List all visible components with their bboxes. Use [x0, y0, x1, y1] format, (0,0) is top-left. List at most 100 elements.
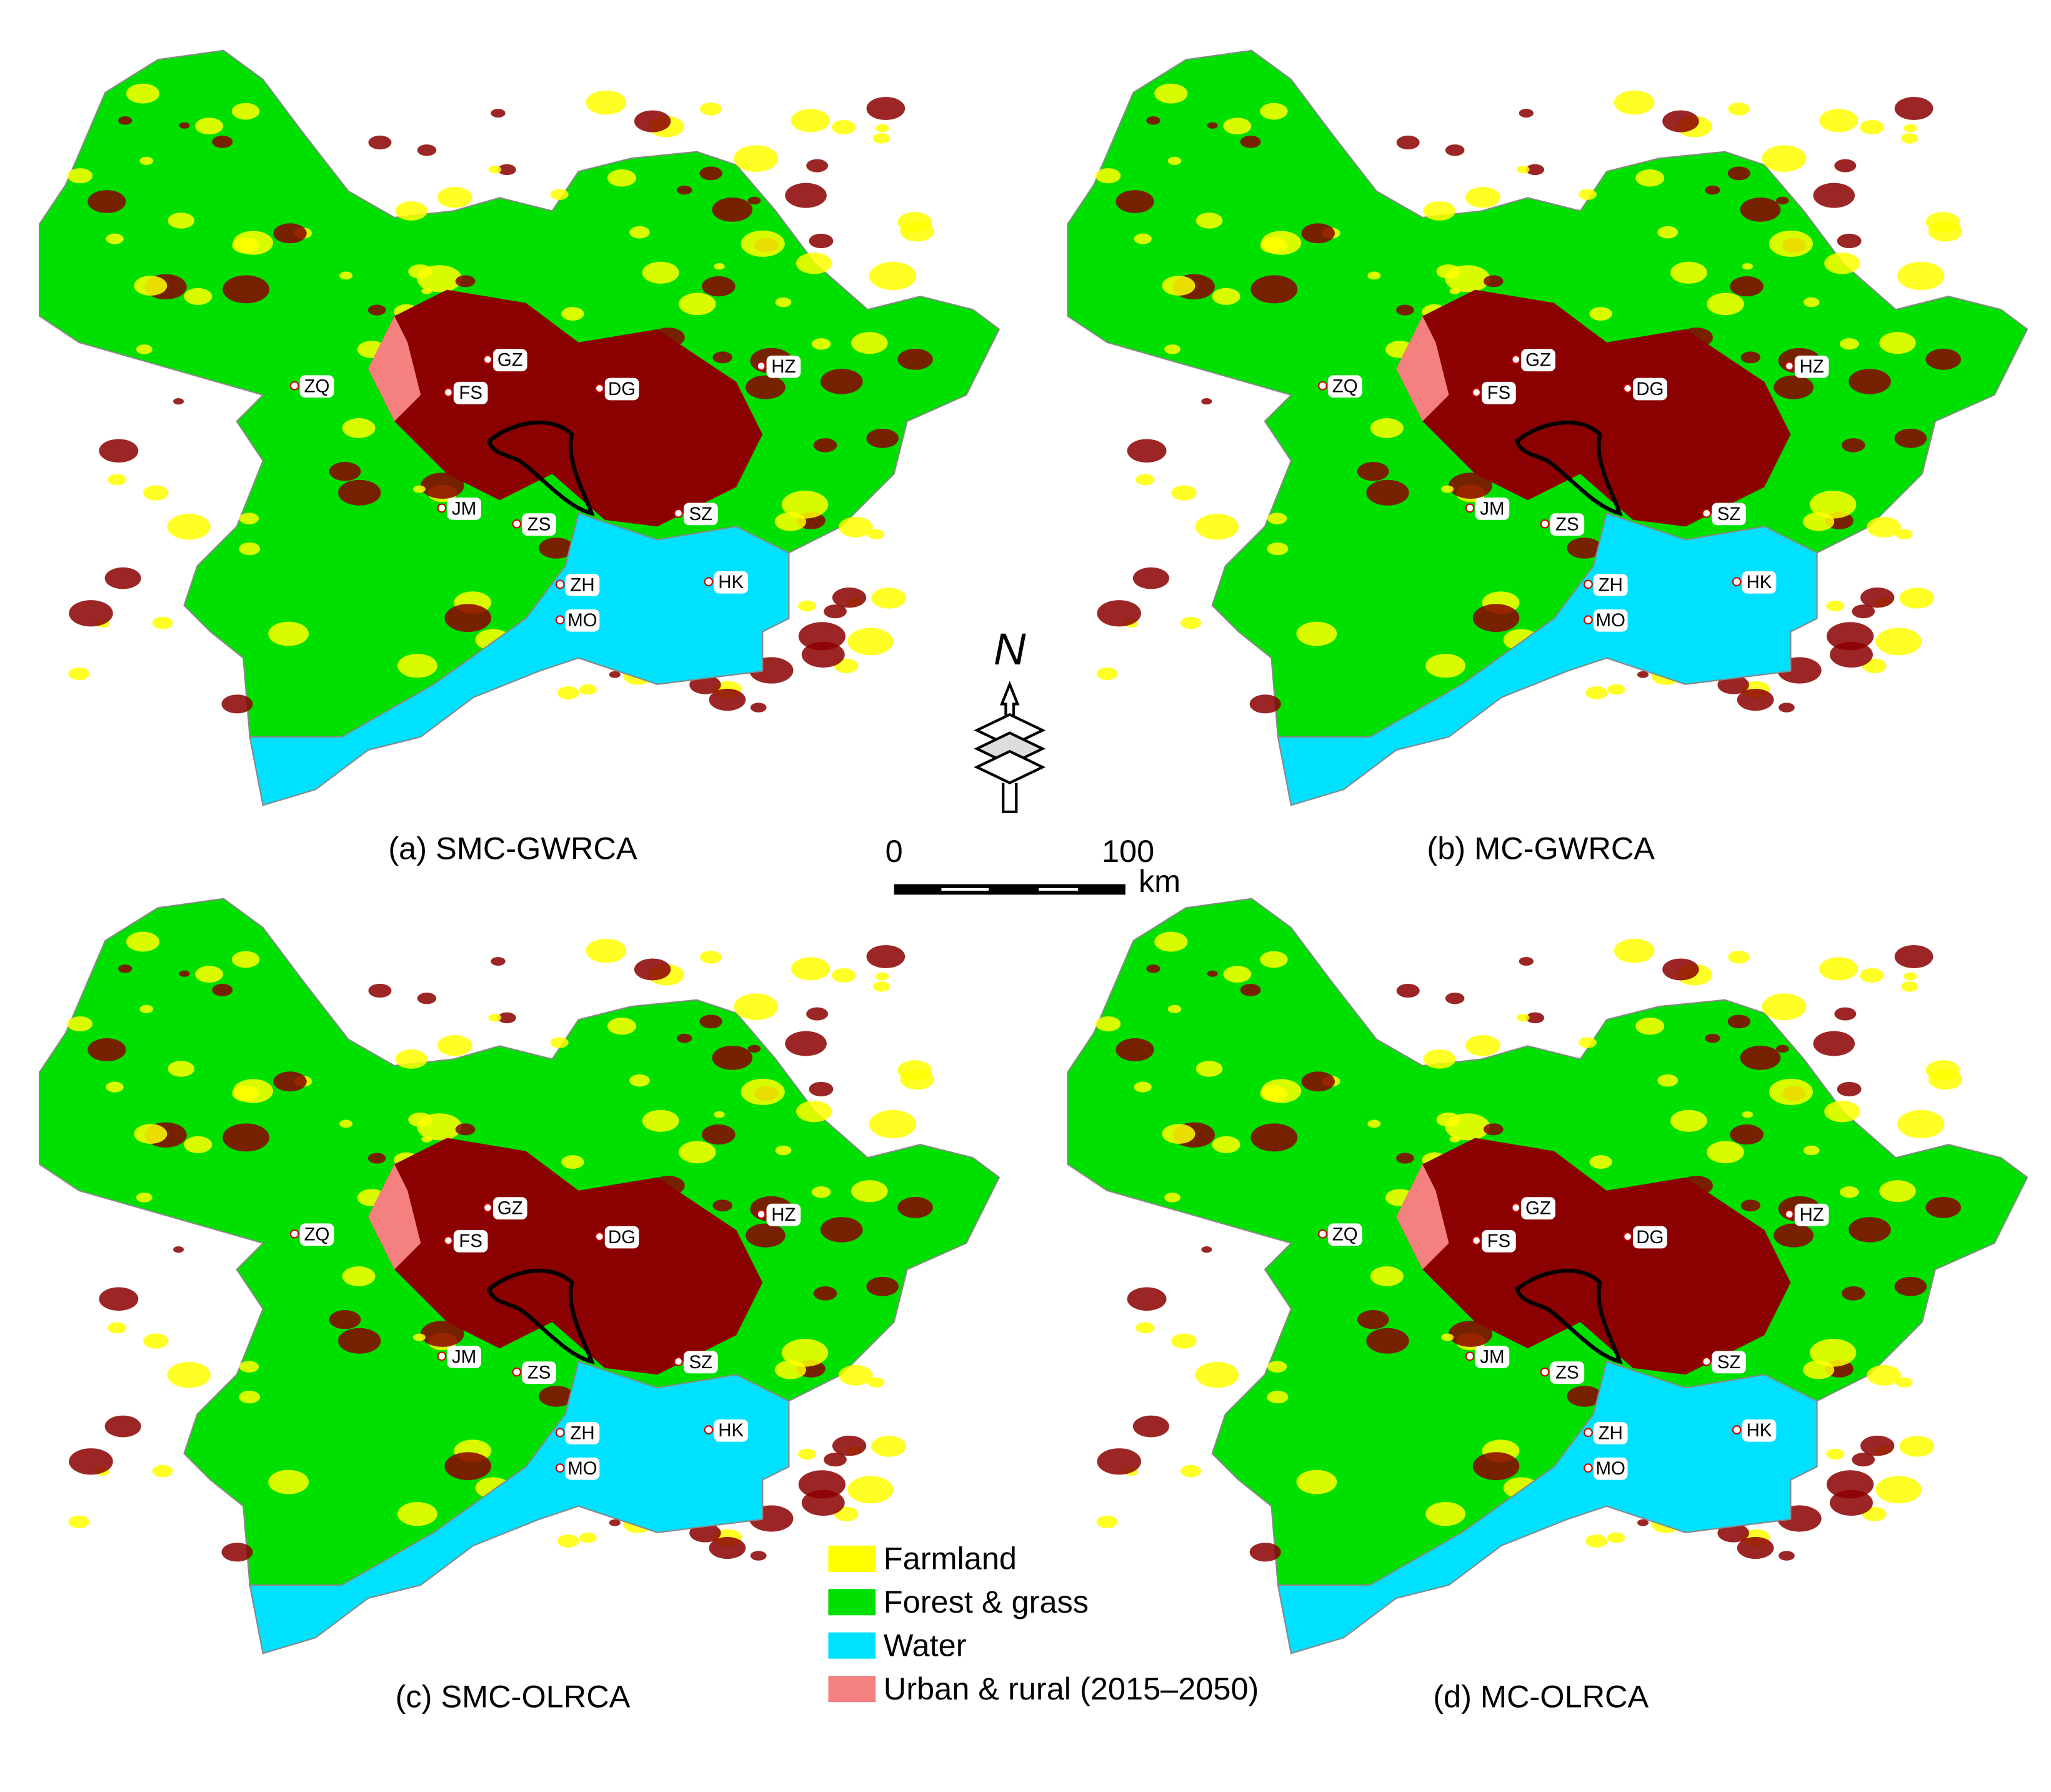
land-patch: [329, 1310, 361, 1329]
land-patch: [1164, 344, 1181, 354]
land-patch: [785, 183, 827, 208]
land-patch: [539, 538, 574, 559]
land-patch: [139, 1004, 154, 1013]
city-label: ZS: [527, 514, 551, 535]
city-dot: [704, 577, 714, 587]
land-patch: [69, 1448, 113, 1475]
land-patch: [1097, 600, 1141, 627]
land-patch: [152, 616, 173, 629]
land-patch: [1366, 479, 1409, 506]
land-patch: [1875, 628, 1922, 656]
land-patch: [561, 307, 584, 321]
city-label-bg: [522, 1361, 556, 1384]
city-label-bg: [453, 1229, 488, 1253]
land-patch: [798, 600, 817, 612]
land-patch: [1267, 542, 1289, 556]
land-patch: [184, 288, 212, 305]
land-patch: [1813, 1031, 1855, 1056]
urban-fringe: [368, 1164, 421, 1269]
city-label: ZH: [1599, 574, 1623, 595]
land-patch: [1366, 1328, 1409, 1354]
city-label-bg: [1593, 609, 1628, 632]
city-label: FS: [1487, 1231, 1511, 1251]
land-patch: [871, 588, 907, 609]
land-patch: [239, 542, 261, 556]
land-patch: [1727, 1014, 1750, 1029]
land-patch: [550, 1037, 569, 1048]
city-label: ZS: [1555, 514, 1579, 535]
land-patch: [1201, 398, 1212, 405]
city-dot: [437, 503, 447, 513]
land-patch: [1662, 110, 1699, 133]
land-patch: [579, 1532, 597, 1543]
water: [1277, 1360, 1818, 1654]
land-patch: [1662, 958, 1699, 981]
land-patch: [107, 474, 127, 486]
city-label-bg: [453, 381, 488, 404]
land-patch: [689, 1523, 721, 1543]
city-dot: [1702, 1356, 1712, 1366]
city-label-bg: [1327, 375, 1362, 398]
land-patch: [609, 1519, 621, 1526]
city-label: SZ: [689, 1352, 713, 1373]
city-dot: [555, 1463, 565, 1473]
land-patch: [1578, 189, 1597, 200]
legend-label: Water: [884, 1628, 967, 1663]
city-dot: [594, 384, 604, 393]
land-patch: [785, 1031, 827, 1056]
scale-bar-segment: [941, 888, 989, 891]
land-patch: [1925, 1060, 1960, 1081]
land-patch: [629, 226, 650, 239]
land-patch: [867, 1377, 885, 1388]
land-patch: [232, 237, 259, 254]
city-dot: [1584, 579, 1593, 589]
land-patch: [397, 654, 437, 678]
land-patch: [607, 169, 637, 187]
land-patch: [1267, 1361, 1287, 1373]
water: [1277, 512, 1818, 806]
land-patch: [408, 1112, 432, 1127]
land-patch: [1740, 1045, 1781, 1070]
land-patch: [1925, 212, 1960, 233]
land-patch: [1860, 1435, 1895, 1456]
land-patch: [1296, 1469, 1337, 1494]
land-patch: [747, 1044, 761, 1053]
city-label-bg: [684, 1351, 718, 1374]
land-patch: [809, 1081, 834, 1097]
land-patch: [221, 694, 253, 714]
scale-start: 0: [886, 833, 903, 869]
land-patch: [134, 276, 167, 296]
scale-end: 100: [1102, 833, 1154, 869]
land-patch: [897, 348, 933, 370]
land-patch: [106, 1081, 124, 1093]
city-dot: [1465, 503, 1475, 513]
land-patch: [367, 304, 386, 316]
land-patch: [775, 297, 792, 308]
city-dot: [1318, 381, 1327, 391]
land-patch: [1195, 1361, 1239, 1388]
land-patch: [87, 190, 126, 213]
legend-swatch: [828, 1632, 876, 1659]
layer: [974, 749, 1046, 784]
land-patch: [339, 271, 353, 280]
land-patch: [579, 684, 597, 695]
city-dot: [1732, 1425, 1742, 1435]
city-label: JM: [452, 498, 476, 519]
city-dot: [1623, 384, 1632, 393]
land-patch: [677, 1033, 692, 1043]
city-label-bg: [1521, 1197, 1555, 1220]
legend-label: Farmland: [884, 1541, 1017, 1576]
city-label: GZ: [1525, 350, 1551, 371]
land-patch: [1357, 1310, 1389, 1329]
land-patch: [1826, 622, 1874, 651]
land-patch: [368, 983, 392, 998]
land-patch: [1895, 1377, 1913, 1388]
land-patch: [1201, 1246, 1212, 1253]
city-label: DG: [608, 1227, 636, 1248]
legend-swatch: [828, 1676, 876, 1703]
land-patch: [1925, 1196, 1962, 1218]
land-patch: [699, 166, 722, 181]
land-patch: [741, 1078, 785, 1105]
city-dot: [1784, 1209, 1794, 1219]
land-patch: [1904, 972, 1917, 981]
